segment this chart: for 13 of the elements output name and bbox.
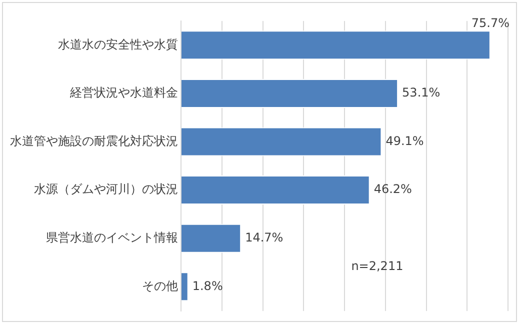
- data-label: 49.1%: [386, 134, 424, 148]
- y-tick-label: 水源（ダムや河川）の状況: [34, 182, 178, 196]
- y-tick-label: 水道水の安全性や水質: [58, 37, 178, 52]
- data-label: 53.1%: [402, 86, 440, 100]
- y-tick-label: その他: [142, 278, 178, 293]
- y-tick-label: 県営水道のイベント情報: [46, 230, 178, 244]
- annotation: n=2,211: [351, 258, 404, 273]
- data-label: 14.7%: [245, 230, 284, 244]
- data-label: 46.2%: [374, 182, 412, 196]
- data-label: 75.7%: [471, 16, 510, 30]
- y-tick-label: 経営状況や水道料金: [69, 86, 178, 100]
- y-tick-label: 水道管や施設の耐震化対応状況: [10, 134, 178, 148]
- data-label: 1.8%: [192, 278, 223, 293]
